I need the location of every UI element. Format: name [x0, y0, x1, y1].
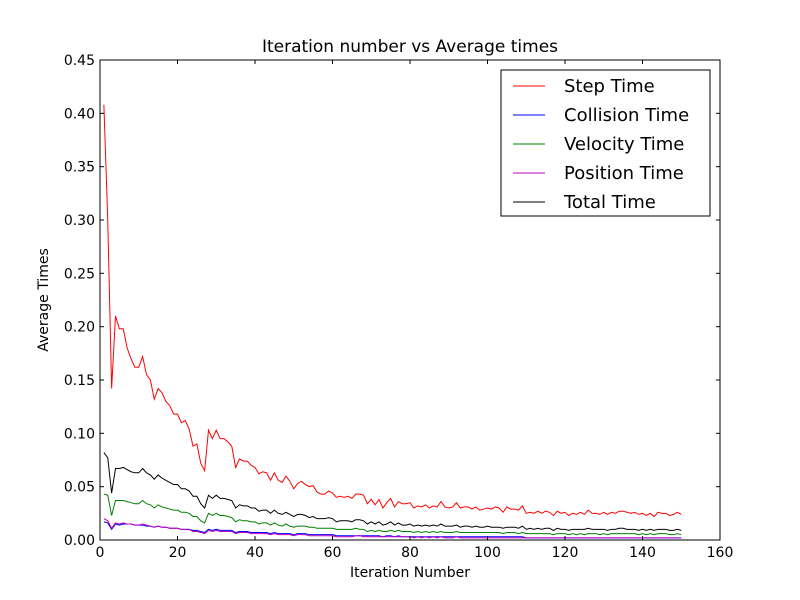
- y-tick-label: 0.05: [64, 480, 95, 496]
- series-line-velocity-time: [103, 493, 682, 536]
- y-tick-label: 0.25: [64, 266, 95, 282]
- series-line-position-time: [103, 518, 682, 539]
- x-tick-label: 80: [401, 545, 419, 561]
- legend-label: Step Time: [564, 76, 655, 97]
- legend-label: Velocity Time: [564, 134, 684, 155]
- legend: Step Time Collision Time Velocity Time Posi…: [500, 69, 711, 217]
- series-line-step-time: [103, 104, 682, 518]
- y-axis-label: Average Times: [36, 248, 52, 352]
- x-tick-label: 120: [552, 545, 579, 561]
- x-tick-label: 40: [246, 545, 264, 561]
- y-tick-label: 0.20: [64, 320, 95, 336]
- legend-frame: [500, 69, 711, 217]
- x-tick-label: 60: [324, 545, 342, 561]
- y-tick-label: 0.10: [64, 426, 95, 442]
- legend-label: Total Time: [563, 192, 656, 213]
- x-tick-label: 140: [629, 545, 656, 561]
- y-tick-label: 0.45: [64, 53, 95, 69]
- series-line-total-time: [103, 452, 682, 531]
- x-tick-label: 100: [474, 545, 501, 561]
- y-tick-label: 0.35: [64, 160, 95, 176]
- x-tick-label: 160: [707, 545, 734, 561]
- chart-title: Iteration number vs Average times: [262, 37, 558, 57]
- y-tick-label: 0.15: [64, 373, 95, 389]
- legend-label: Position Time: [564, 163, 684, 184]
- y-tick-label: 0.30: [64, 213, 95, 229]
- x-axis-label: Iteration Number: [350, 565, 470, 581]
- series-layer: [103, 104, 682, 539]
- y-tick-label: 0.40: [64, 106, 95, 122]
- ticks-layer: 0 20 40 60 80 100 120 140 160 0.00 0.05 0.10 0.15 0.2…: [64, 53, 734, 561]
- x-tick-label: 20: [169, 545, 187, 561]
- x-tick-label: 0: [96, 545, 105, 561]
- y-tick-label: 0.00: [64, 533, 95, 549]
- legend-label: Collision Time: [564, 105, 689, 126]
